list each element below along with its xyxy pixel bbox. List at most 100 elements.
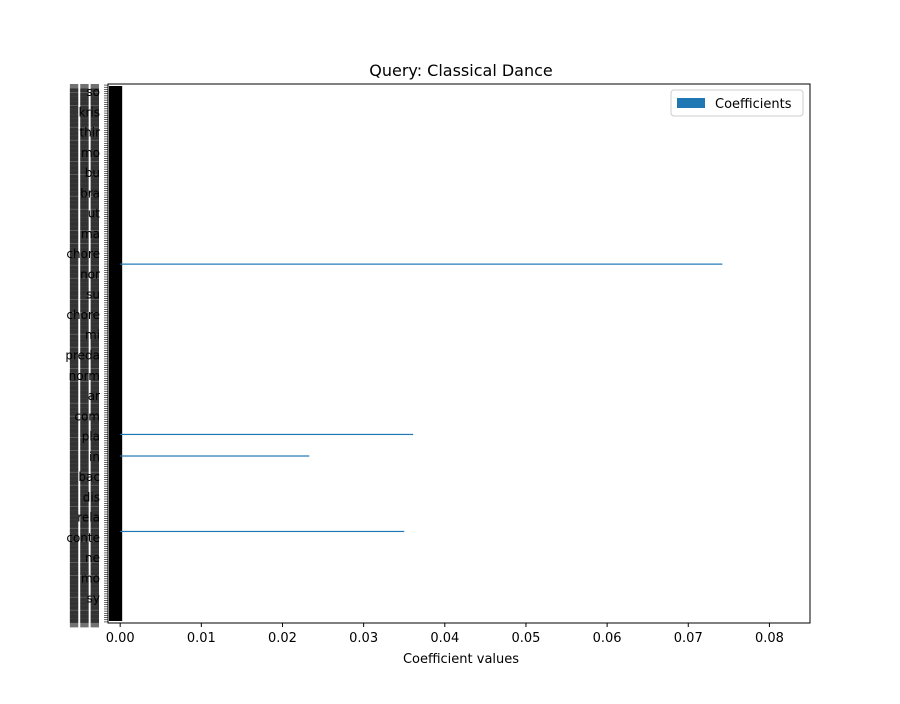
- y-tick-label-overlap: ■■■: [69, 547, 100, 560]
- y-tick-label-overlap: ■■■: [69, 98, 100, 111]
- y-tick-label-overlap: ■■■: [69, 478, 100, 491]
- y-tick-label-overlap: ■■■: [69, 271, 100, 284]
- y-tick-label-overlap: ■■■: [69, 418, 100, 431]
- y-tick-label-overlap: ■■■: [69, 465, 100, 478]
- y-tick-label-overlap: ■■■: [69, 180, 100, 193]
- y-tick-label-overlap: ■■■: [69, 249, 100, 262]
- y-tick-label-overlap: ■■■: [69, 357, 100, 370]
- y-tick-label-overlap: ■■■: [69, 482, 100, 495]
- y-tick-label-overlap: ■■■: [69, 422, 100, 435]
- x-tick-label: 0.00: [106, 631, 135, 646]
- y-tick-label-overlap: ■■■: [69, 120, 100, 133]
- y-tick-label-overlap: ■■■: [69, 86, 100, 99]
- bar: [120, 530, 405, 533]
- y-tick-label-overlap: ■■■: [69, 323, 100, 336]
- y-tick-label-overlap: ■■■: [69, 538, 100, 551]
- y-tick-label-overlap: ■■■: [69, 577, 100, 590]
- x-axis-ticks: 0.00 0.01 0.02 0.03 0.04 0.05 0.06 0.07 0.08: [106, 623, 784, 646]
- y-tick-label: norm: [69, 369, 100, 383]
- y-tick-label-overlap: ■■■: [69, 413, 100, 426]
- y-tick-label-overlap: ■■■: [69, 305, 100, 318]
- y-tick-label: conte: [66, 531, 100, 545]
- y-tick-label: ne: [85, 551, 100, 565]
- y-tick-label: chore: [66, 308, 100, 322]
- y-tick-label-overlap: ■■■: [69, 198, 100, 211]
- y-tick-label: nor: [80, 267, 100, 281]
- x-tick-label: 0.04: [430, 631, 459, 646]
- y-tick-label-overlap: ■■■: [69, 573, 100, 586]
- y-tick-label-overlap: ■■■: [69, 211, 100, 224]
- y-tick-label-overlap: ■■■: [69, 396, 100, 409]
- bar: [120, 455, 310, 457]
- y-tick-label: com: [74, 409, 100, 423]
- y-tick-label-overlap: ■■■: [69, 111, 100, 124]
- y-tick-label-overlap: ■■■: [69, 146, 100, 159]
- y-tick-label-overlap: ■■■: [69, 508, 100, 521]
- y-tick-label-overlap: ■■■: [69, 521, 100, 534]
- y-tick-label-overlap: ■■■: [69, 288, 100, 301]
- y-tick-label-overlap: ■■■: [69, 586, 100, 599]
- y-tick-label-overlap: ■■■: [69, 504, 100, 517]
- y-tick-label-overlap: ■■■: [69, 387, 100, 400]
- y-tick-label-overlap: ■■■: [69, 474, 100, 487]
- y-tick-label-overlap: ■■■: [69, 107, 100, 120]
- bar: [120, 433, 414, 436]
- y-tick-label-overlap: ■■■: [69, 487, 100, 500]
- y-tick-label-overlap: ■■■: [69, 193, 100, 206]
- y-tick-label-overlap: ■■■: [69, 568, 100, 581]
- legend-swatch: [677, 98, 705, 108]
- y-tick-label-overlap: ■■■: [69, 556, 100, 569]
- y-tick-label-overlap: ■■■: [69, 409, 100, 422]
- y-tick-label-overlap: ■■■: [69, 116, 100, 129]
- y-tick-label-overlap: ■■■: [69, 612, 100, 625]
- y-tick-label-overlap: ■■■: [69, 241, 100, 254]
- y-tick-label: thir: [79, 126, 100, 140]
- y-tick-label-overlap: ■■■: [69, 370, 100, 383]
- x-axis-label: Coefficient values: [403, 652, 519, 667]
- y-tick-label-overlap: ■■■: [69, 512, 100, 525]
- y-tick-label-overlap: ■■■: [69, 176, 100, 189]
- bar-series: [109, 86, 723, 621]
- y-tick-label-overlap: ■■■: [69, 215, 100, 228]
- y-tick-label: dis: [83, 490, 100, 504]
- y-tick-label-overlap: ■■■: [69, 142, 100, 155]
- y-tick-label-overlap: ■■■: [69, 590, 100, 603]
- chart-title: Query: Classical Dance: [369, 61, 553, 80]
- y-tick-label-overlap: ■■■: [69, 206, 100, 219]
- y-tick-label-overlap: ■■■: [69, 443, 100, 456]
- x-tick-label: 0.07: [674, 631, 703, 646]
- y-tick-label-overlap: ■■■: [69, 318, 100, 331]
- y-tick-label-overlap: ■■■: [69, 331, 100, 344]
- y-tick-label-overlap: ■■■: [69, 167, 100, 180]
- x-tick-label: 0.03: [349, 631, 378, 646]
- y-tick-label-overlap: ■■■: [69, 245, 100, 258]
- y-tick-label-overlap: ■■■: [69, 81, 100, 94]
- x-tick-label: 0.01: [187, 631, 216, 646]
- y-tick-label-overlap: ■■■: [69, 103, 100, 116]
- legend: Coefficients: [670, 89, 804, 117]
- y-tick-label: su: [86, 288, 100, 302]
- y-tick-label-overlap: ■■■: [69, 392, 100, 405]
- y-tick-label-overlap: ■■■: [69, 301, 100, 314]
- y-tick-label-overlap: ■■■: [69, 431, 100, 444]
- y-tick-label-overlap: ■■■: [69, 232, 100, 245]
- y-tick-label: in: [89, 450, 100, 464]
- y-tick-label-overlap: ■■■: [69, 129, 100, 142]
- y-tick-label-overlap: ■■■: [69, 452, 100, 465]
- y-tick-label: mi: [85, 328, 100, 342]
- y-tick-label-overlap: ■■■: [69, 461, 100, 474]
- y-tick-label-overlap: ■■■: [69, 525, 100, 538]
- y-tick-label-overlap: ■■■: [69, 219, 100, 232]
- x-tick-label: 0.08: [755, 631, 784, 646]
- y-tick-label-overlap: ■■■: [69, 340, 100, 353]
- y-tick-label-overlap: ■■■: [69, 530, 100, 543]
- x-tick-label: 0.05: [511, 631, 540, 646]
- y-tick-label: bra: [80, 186, 100, 200]
- y-tick-label-overlap: ■■■: [69, 267, 100, 280]
- y-tick-label-overlap: ■■■: [69, 383, 100, 396]
- y-tick-label-overlap: ■■■: [69, 236, 100, 249]
- y-tick-label-overlap: ■■■: [69, 310, 100, 323]
- y-tick-label-overlap: ■■■: [69, 564, 100, 577]
